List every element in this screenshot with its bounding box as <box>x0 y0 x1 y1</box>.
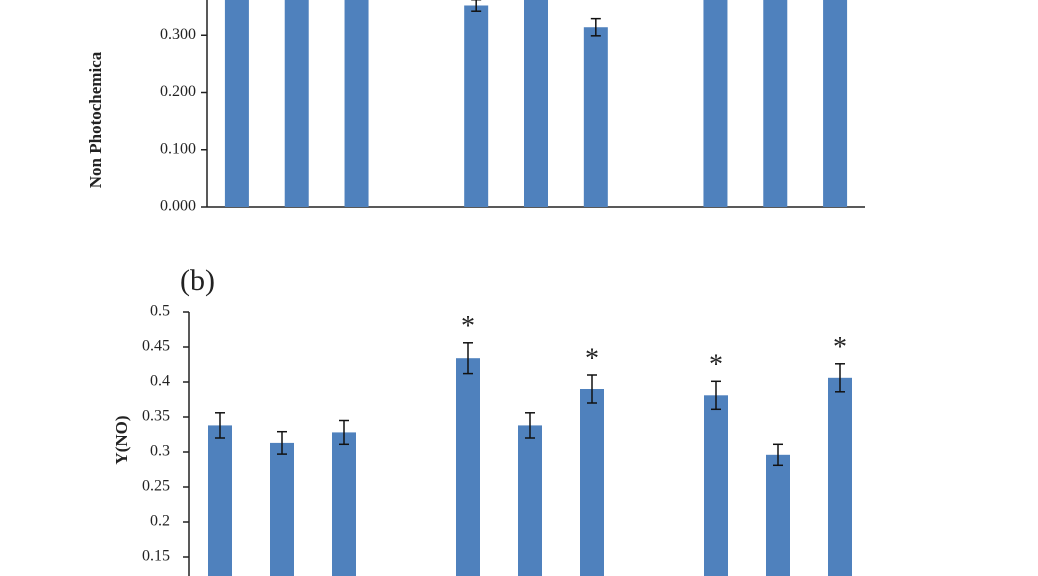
chart: 0.10.150.20.250.30.350.40.450.5****Y(NO)… <box>112 264 852 576</box>
error-bar <box>587 374 597 404</box>
y-tick-label: 0.4 <box>150 373 170 390</box>
error-bar <box>215 412 225 439</box>
bar <box>828 377 852 576</box>
y-tick-label: 0.35 <box>142 408 170 425</box>
bar <box>344 0 369 208</box>
bar <box>270 442 294 576</box>
bar <box>766 454 790 576</box>
bar <box>583 27 608 207</box>
bar <box>456 358 480 576</box>
bar <box>208 425 232 576</box>
y-tick-label: 0.200 <box>160 83 196 100</box>
bar <box>284 0 309 208</box>
error-bar <box>711 380 721 411</box>
bar <box>763 0 788 208</box>
error-bar <box>463 342 473 375</box>
bar <box>524 0 548 208</box>
error-bar <box>339 419 349 446</box>
y-tick-label: 0.25 <box>142 478 170 495</box>
bar <box>704 395 728 576</box>
error-bar <box>525 412 535 439</box>
y-tick-label: 0.3 <box>150 443 170 460</box>
significance-marker: * <box>585 343 599 374</box>
bar <box>224 0 249 208</box>
significance-marker: * <box>833 332 847 363</box>
y-axis-label: Non Photochemica <box>86 51 105 188</box>
y-tick-label: 0.2 <box>150 513 170 530</box>
bar <box>823 0 848 208</box>
bar <box>580 389 604 576</box>
y-tick-label: 0.100 <box>160 140 196 157</box>
bar <box>518 425 542 576</box>
y-tick-label: 0.45 <box>142 338 170 355</box>
chart: 0.000 0.100 0.200 0.300 Non Photochemica <box>86 0 865 215</box>
error-bar <box>277 430 287 455</box>
panel-label: (b) <box>180 264 215 297</box>
y-tick-label: 0.15 <box>142 548 170 565</box>
error-bar <box>773 443 783 467</box>
error-bar <box>835 363 845 393</box>
bar <box>464 5 489 208</box>
significance-marker: * <box>461 311 475 342</box>
bar <box>332 432 356 576</box>
significance-marker: * <box>709 350 723 381</box>
y-tick-label: 0.000 <box>160 198 196 215</box>
y-axis-label: Y(NO) <box>112 415 131 464</box>
y-tick-label: 0.5 <box>150 303 170 320</box>
bar <box>703 0 728 208</box>
y-tick-label: 0.300 <box>160 26 196 43</box>
error-bar <box>590 17 601 37</box>
error-bar <box>471 0 482 12</box>
